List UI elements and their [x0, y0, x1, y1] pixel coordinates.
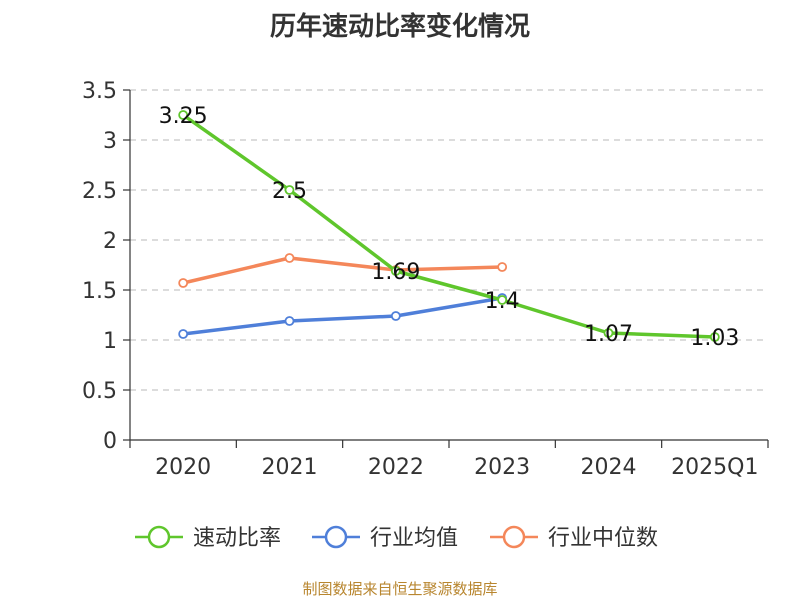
legend-label: 行业均值	[370, 526, 458, 551]
x-tick-label: 2022	[368, 455, 424, 480]
y-tick-label: 0.5	[82, 379, 117, 404]
series-line	[182, 256, 503, 285]
data-label: 1.07	[584, 322, 633, 347]
y-tick-label: 2	[103, 229, 117, 254]
x-tick-label: 2025Q1	[671, 455, 758, 480]
x-tick-label: 2024	[581, 455, 637, 480]
y-tick-label: 1	[103, 329, 117, 354]
data-point	[390, 311, 401, 321]
y-tick-label: 1.5	[82, 279, 117, 304]
y-tick-label: 3	[103, 129, 117, 154]
data-point	[497, 295, 508, 305]
data-point	[390, 266, 401, 276]
data-label: 1.03	[690, 326, 739, 351]
x-tick-label: 2021	[262, 455, 318, 480]
legend-marker	[324, 525, 348, 549]
data-point	[709, 332, 720, 342]
legend: 速动比率 行业均值 行业中位数	[135, 525, 658, 551]
series-line	[182, 296, 503, 336]
y-tick-label: 2.5	[82, 179, 117, 204]
series-line	[182, 113, 715, 339]
data-point	[284, 253, 295, 263]
data-point	[178, 110, 189, 120]
data-point	[178, 329, 189, 339]
data-point	[284, 316, 295, 326]
y-tick-label: 0	[103, 429, 117, 454]
data-label: 1.69	[371, 260, 420, 285]
data-label: 1.4	[485, 289, 520, 314]
grid-lines	[130, 89, 768, 391]
series-lines	[178, 110, 720, 342]
data-point	[178, 278, 189, 288]
source-note: 制图数据来自恒生聚源数据库	[302, 580, 498, 598]
data-point	[497, 262, 508, 272]
x-tick-label: 2020	[155, 455, 211, 480]
data-point	[603, 328, 614, 338]
legend-label: 行业中位数	[548, 526, 658, 551]
data-label: 2.5	[272, 179, 307, 204]
x-tick-label: 2023	[474, 455, 530, 480]
data-labels: 3.25 2.5 1.69 1.4 1.07 1.03	[159, 104, 740, 351]
axes: 0 0.5 1 1.5 2 2.5 3 3.5 2020 2021 2022 2023 2024 2025…	[82, 79, 769, 480]
legend-label: 速动比率	[193, 526, 281, 551]
data-point	[284, 185, 295, 195]
legend-marker	[502, 525, 526, 549]
data-label: 3.25	[159, 104, 208, 129]
chart-title: 历年速动比率变化情况	[269, 12, 530, 42]
legend-marker	[147, 525, 171, 549]
y-tick-label: 3.5	[82, 79, 117, 104]
